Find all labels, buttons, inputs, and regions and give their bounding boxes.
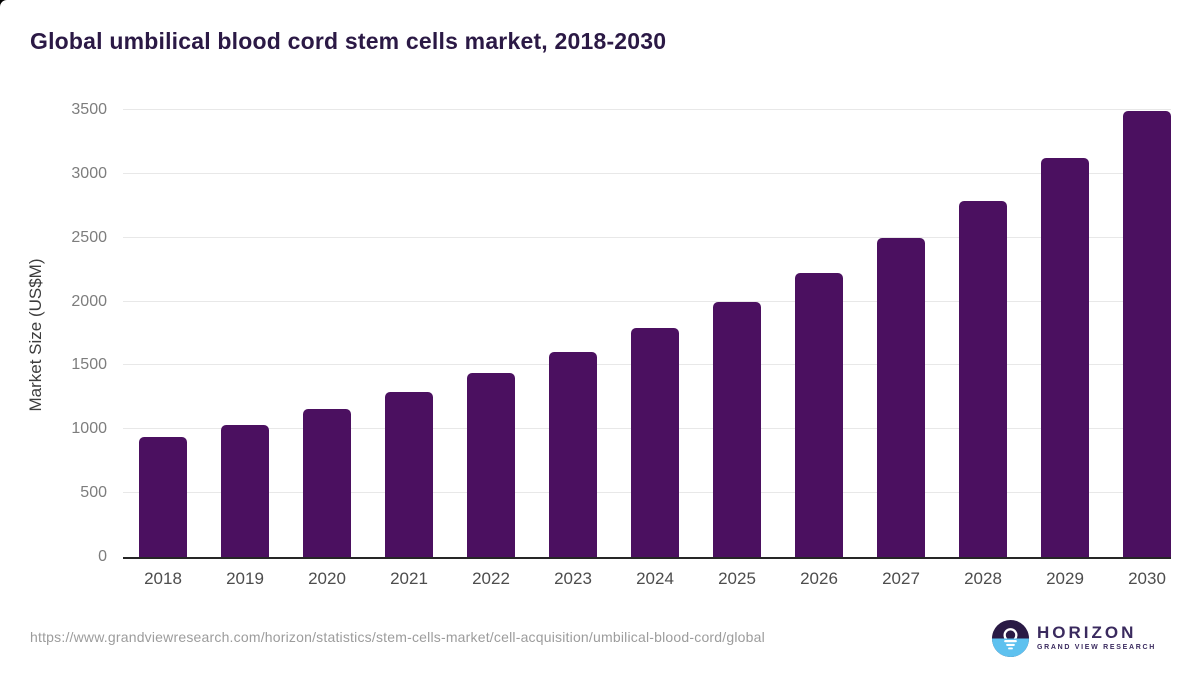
bar-2020	[303, 408, 351, 557]
x-tick-label-2027: 2027	[882, 569, 920, 588]
x-tick-label-2020: 2020	[308, 569, 346, 588]
bar-2021	[385, 392, 433, 557]
x-tick-label-2021: 2021	[390, 569, 428, 588]
x-tick-label-2023: 2023	[554, 569, 592, 588]
bar-2026	[795, 272, 843, 557]
y-tick-label-1500: 1500	[71, 356, 107, 374]
y-tick-label-2000: 2000	[71, 292, 107, 310]
x-tick-label-2025: 2025	[718, 569, 756, 588]
gridline-2000	[123, 300, 1171, 302]
y-tick-label-1000: 1000	[71, 420, 107, 438]
x-tick-label-2019: 2019	[226, 569, 264, 588]
logo-name: HORIZON	[1036, 622, 1137, 642]
bar-2028	[959, 200, 1007, 557]
y-tick-label-3000: 3000	[71, 164, 107, 182]
logo-subtitle: GRAND VIEW RESEARCH	[1036, 644, 1156, 652]
window-corner-artifact	[0, 0, 14, 14]
x-tick-label-2030: 2030	[1128, 569, 1166, 588]
y-tick-label-0: 0	[98, 548, 107, 565]
brand-logo: HORIZON GRAND VIEW RESEARCH	[991, 619, 1156, 658]
gridline-3000	[123, 172, 1171, 174]
x-tick-label-2026: 2026	[800, 569, 838, 588]
y-tick-label-2500: 2500	[71, 228, 107, 246]
bar-2018	[139, 436, 187, 557]
y-axis-title: Market Size (US$M)	[26, 258, 45, 412]
bar-2025	[713, 302, 761, 557]
horizon-sun-icon	[991, 619, 1029, 658]
bar-2030	[1123, 110, 1171, 557]
bar-2027	[877, 238, 925, 557]
gridline-2500	[123, 236, 1171, 238]
logo-text-block: HORIZON GRAND VIEW RESEARCH	[1036, 622, 1156, 653]
y-tick-label-500: 500	[80, 484, 107, 502]
x-tick-label-2029: 2029	[1046, 569, 1084, 588]
plot-area: 0 500 1000 1500 2000 2500 3000 3500 2018 2019 2020…	[71, 101, 1171, 588]
y-tick-label-3500: 3500	[71, 101, 107, 118]
bar-2029	[1041, 157, 1089, 557]
x-tick-label-2024: 2024	[636, 569, 674, 588]
x-tick-label-2028: 2028	[964, 569, 1002, 588]
bar-2019	[221, 424, 269, 557]
chart-title: Global umbilical blood cord stem cells m…	[30, 28, 667, 54]
bar-2024	[631, 328, 679, 557]
x-tick-label-2018: 2018	[144, 569, 182, 588]
gridline-3500	[123, 109, 1171, 110]
source-url: https://www.grandviewresearch.com/horizo…	[30, 629, 765, 645]
bar-2023	[549, 352, 597, 557]
x-tick-label-2022: 2022	[472, 569, 510, 588]
bar-2022	[467, 373, 515, 557]
